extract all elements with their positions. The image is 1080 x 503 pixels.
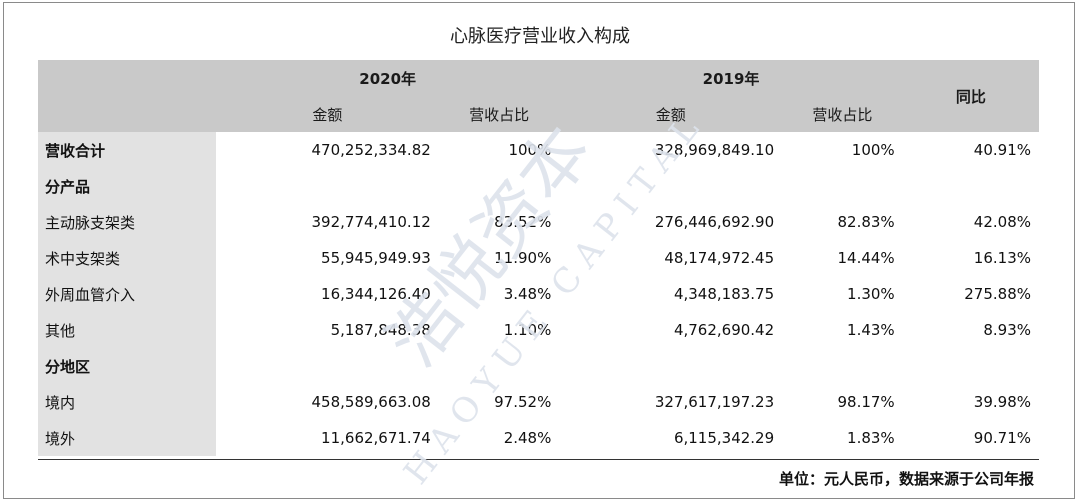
row-label: 营收合计: [38, 132, 216, 168]
amount-2019: [559, 348, 782, 384]
amount-2019: 4,762,690.42: [673, 321, 775, 339]
amount-2020: 458,589,663.08: [311, 393, 431, 411]
amount-2020: 11,662,671.74: [321, 429, 431, 447]
table-row: 分产品: [38, 168, 1039, 204]
amount-2019: [559, 168, 782, 204]
amount-2020: [216, 348, 439, 384]
row-label: 境外: [38, 420, 216, 456]
amount-2019: 327,617,197.23: [654, 393, 775, 411]
share-2019: 98.17%: [837, 393, 895, 411]
share-2019: 1.30%: [847, 285, 895, 303]
share-2020: 100%: [508, 141, 552, 159]
row-label: 外周血管介入: [38, 276, 216, 312]
yoy-value: 40.91%: [973, 141, 1031, 159]
header-yoy: 同比: [902, 60, 1039, 132]
share-2019: [782, 348, 903, 384]
header-amount-2020: 金额: [216, 96, 439, 132]
table-header: 2020年 2019年 同比 金额 营收占比 金额 营收占比: [38, 60, 1039, 132]
share-2019: 1.43%: [847, 321, 895, 339]
share-2019: 100%: [851, 141, 895, 159]
header-share-2019: 营收占比: [782, 96, 903, 132]
amount-2020: 55,945,949.93: [321, 249, 431, 267]
share-2020: 11.90%: [494, 249, 552, 267]
amount-2019: 48,174,972.45: [664, 249, 775, 267]
header-share-2020: 营收占比: [438, 96, 560, 132]
amount-2020: 16,344,126.40: [321, 285, 431, 303]
header-year-2020: 2020年: [216, 60, 560, 96]
amount-2019: 6,115,342.29: [673, 429, 775, 447]
share-2019: 1.83%: [847, 429, 895, 447]
header-amount-2019: 金额: [559, 96, 783, 132]
table-body: 营收合计 470,252,334.82 100% 328,969,849.10 …: [38, 132, 1039, 456]
table-row: 主动脉支架类 392,774,410.12 83.52% 276,446,692…: [38, 204, 1039, 240]
share-2020: 83.52%: [494, 213, 552, 231]
share-2020: 3.48%: [503, 285, 552, 303]
yoy-value: 42.08%: [973, 213, 1031, 231]
section-label: 分地区: [38, 348, 216, 384]
table-row: 术中支架类 55,945,949.93 11.90% 48,174,972.45…: [38, 240, 1039, 276]
yoy-value: 275.88%: [964, 285, 1031, 303]
table-bottom-rule: [38, 459, 1039, 460]
amount-2020: [216, 168, 439, 204]
row-label: 术中支架类: [38, 240, 216, 276]
yoy-value: [903, 348, 1039, 384]
share-2019: 82.83%: [837, 213, 895, 231]
table-row: 分地区: [38, 348, 1039, 384]
table-title: 心脉医疗营业收入构成: [450, 26, 630, 47]
share-2020: 2.48%: [503, 429, 552, 447]
share-2019: 14.44%: [837, 249, 895, 267]
amount-2019: 276,446,692.90: [654, 213, 775, 231]
share-2020: [439, 348, 560, 384]
amount-2019: 4,348,183.75: [673, 285, 775, 303]
share-2020: 1.10%: [503, 321, 552, 339]
yoy-value: 16.13%: [973, 249, 1031, 267]
yoy-value: [903, 168, 1039, 204]
amount-2020: 470,252,334.82: [311, 141, 431, 159]
revenue-table: 2020年 2019年 同比 金额 营收占比 金额 营收占比 营收合计 470,…: [38, 60, 1039, 456]
footnote: 单位：元人民币，数据来源于公司年报: [778, 470, 1034, 488]
table-row: 境内 458,589,663.08 97.52% 327,617,197.23 …: [38, 384, 1039, 420]
share-2019: [782, 168, 903, 204]
header-year-2019: 2019年: [559, 60, 903, 96]
yoy-value: 90.71%: [973, 429, 1031, 447]
header-blank: [38, 60, 216, 132]
yoy-value: 8.93%: [983, 321, 1031, 339]
amount-2019: 328,969,849.10: [654, 141, 775, 159]
table-frame: [3, 2, 1075, 499]
amount-2020: 5,187,848.38: [330, 321, 431, 339]
share-2020: 97.52%: [494, 393, 552, 411]
section-label: 分产品: [38, 168, 216, 204]
table-row: 其他 5,187,848.38 1.10% 4,762,690.42 1.43%…: [38, 312, 1039, 348]
row-label: 境内: [38, 384, 216, 420]
table-row: 营收合计 470,252,334.82 100% 328,969,849.10 …: [38, 132, 1039, 168]
row-label: 其他: [38, 312, 216, 348]
yoy-value: 39.98%: [973, 393, 1031, 411]
table-row: 境外 11,662,671.74 2.48% 6,115,342.29 1.83…: [38, 420, 1039, 456]
table-row: 外周血管介入 16,344,126.40 3.48% 4,348,183.75 …: [38, 276, 1039, 312]
row-label: 主动脉支架类: [38, 204, 216, 240]
share-2020: [439, 168, 560, 204]
amount-2020: 392,774,410.12: [311, 213, 431, 231]
